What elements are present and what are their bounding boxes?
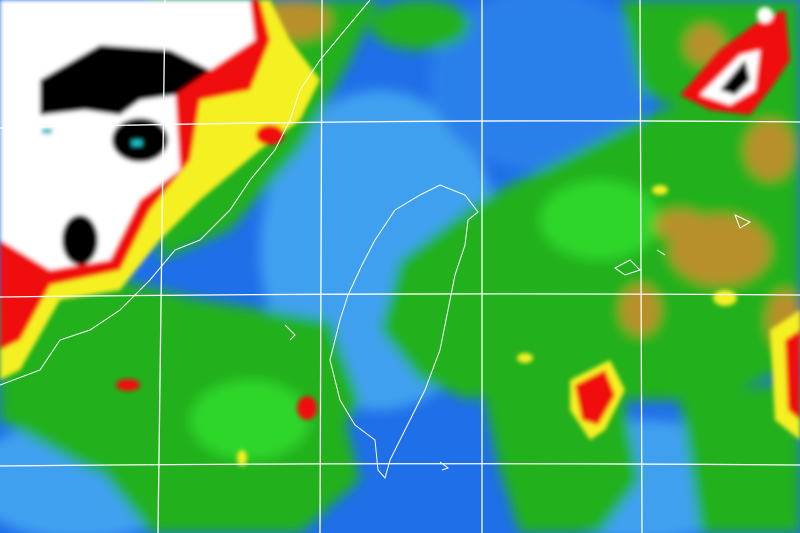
deep-convection	[0, 0, 800, 466]
taiwan-coastline	[329, 184, 479, 480]
coastlines	[0, 0, 752, 480]
china-coastline	[0, 0, 371, 386]
